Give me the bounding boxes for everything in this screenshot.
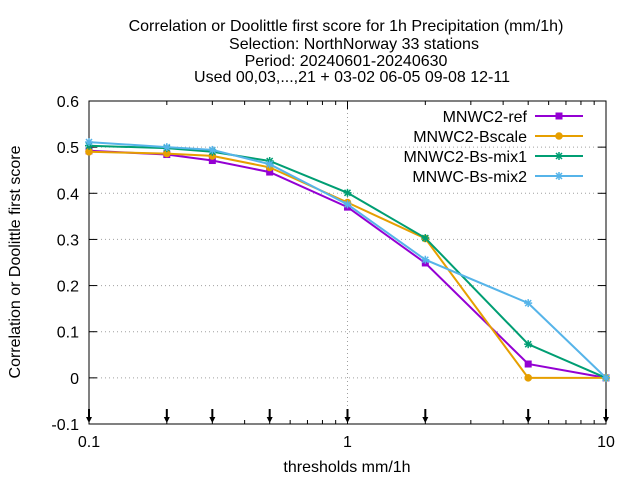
series-group (85, 138, 610, 382)
y-tick-label: -0.1 (51, 417, 79, 434)
data-point-mnwc-bs-mix2 (524, 299, 533, 308)
legend-marker-mnwc2-bscale (555, 132, 563, 140)
data-point-mnwc-bs-mix2 (162, 143, 171, 152)
legend-label-mnwc2-bs-mix1: MNWC2-Bs-mix1 (403, 149, 527, 166)
legend-marker-mnwc2-bscale-shape (555, 132, 563, 140)
threshold-marker-head (603, 417, 609, 423)
data-point-mnwc-bs-mix2 (85, 138, 93, 147)
threshold-marker-head (163, 417, 170, 423)
data-point-mnwc-bs-mix2-shape (85, 138, 93, 146)
data-point-mnwc-bs-mix2-shape (421, 256, 429, 264)
chart-title: Correlation or Doolittle first score for… (129, 18, 564, 86)
legend-entry-mnwc2-bscale: MNWC2-Bscale (413, 129, 583, 146)
y-tick-label: 0.2 (57, 279, 79, 296)
series-line-mnwc-bs-mix2 (88, 141, 607, 379)
data-point-mnwc2-bs-mix1-shape (343, 189, 352, 197)
data-point-mnwc-bs-mix2-shape (266, 160, 274, 168)
data-point-mnwc-bs-mix2 (602, 373, 610, 382)
series-line-mnwc2-ref (88, 149, 607, 379)
y-tick-label: 0.1 (57, 325, 79, 342)
y-tick-label: 0.5 (57, 140, 79, 157)
chart-title-line-2: Selection: NorthNorway 33 stations (229, 36, 479, 53)
y-tick-label: 0.3 (57, 232, 79, 249)
data-point-mnwc2-bscale (163, 149, 171, 158)
x-axis-label: thresholds mm/1h (283, 459, 410, 476)
legend-label-mnwc-bs-mix2: MNWC-Bs-mix2 (412, 169, 527, 186)
data-point-mnwc-bs-mix2-shape (602, 374, 610, 382)
data-point-mnwc2-bs-mix1-shape (421, 234, 429, 242)
ticks: -0.1 0 0.1 0.2 0.3 0.4 0.5 0.6 0.1 1 10 (51, 94, 615, 451)
threshold-marker-head (266, 417, 273, 423)
y-tick-label: 0.6 (57, 94, 79, 111)
data-point-mnwc-bs-mix2-shape (208, 146, 216, 154)
data-point-mnwc2-ref (208, 157, 216, 165)
legend-label-mnwc2-ref: MNWC2-ref (443, 109, 528, 126)
legend-marker-mnwc2-ref-shape (555, 112, 563, 120)
data-point-mnwc-bs-mix2-shape (343, 200, 352, 208)
data-point-mnwc2-bscale-shape (85, 147, 93, 156)
legend-entry-mnwc2-bs-mix1: MNWC2-Bs-mix1 (403, 149, 583, 166)
data-point-mnwc2-ref-shape (266, 168, 274, 176)
chart-title-line-1: Correlation or Doolittle first score for… (129, 18, 564, 35)
legend-marker-mnwc2-bs-mix1 (555, 152, 563, 160)
legend-marker-mnwc-bs-mix2-shape (555, 172, 563, 180)
data-point-mnwc2-bscale (85, 147, 93, 156)
legend-marker-mnwc2-ref (555, 112, 563, 120)
data-point-mnwc-bs-mix2-shape (163, 143, 171, 151)
threshold-marker-head (525, 417, 532, 423)
chart-title-line-3: Period: 20240601-20240630 (245, 53, 448, 70)
x-tick-label: 10 (597, 434, 615, 451)
data-point-mnwc2-bscale-shape (524, 374, 532, 382)
data-point-mnwc2-ref (524, 360, 532, 368)
threshold-markers (86, 409, 609, 423)
data-point-mnwc2-ref-shape (524, 360, 532, 368)
y-tick-label: 0.4 (57, 186, 79, 203)
series-line-mnwc2-bs-mix1 (88, 144, 607, 379)
data-point-mnwc-bs-mix2 (265, 160, 274, 169)
data-point-mnwc2-bs-mix1 (524, 340, 533, 349)
legend-marker-mnwc-bs-mix2 (555, 172, 563, 180)
data-point-mnwc2-bscale-shape (163, 149, 171, 158)
legend-label-mnwc2-bscale: MNWC2-Bscale (413, 129, 527, 146)
legend-entry-mnwc2-ref: MNWC2-ref (443, 109, 583, 126)
threshold-marker-head (86, 417, 92, 423)
x-tick-label: 1 (343, 434, 352, 451)
threshold-marker-head (344, 417, 351, 423)
threshold-marker-head (209, 417, 216, 423)
chart-title-line-4: Used 00,03,...,21 + 03-02 06-05 09-08 12… (194, 69, 510, 86)
data-point-mnwc2-bs-mix1 (343, 188, 352, 197)
y-axis-label: Correlation or Doolittle first score (7, 145, 24, 378)
data-point-mnwc2-ref-shape (208, 157, 216, 165)
legend: MNWC2-ref MNWC2-Bscale MNWC2-Bs-mix1 MNWC-B… (403, 109, 583, 186)
legend-marker-mnwc2-bs-mix1-shape (555, 152, 563, 160)
data-point-mnwc-bs-mix2-shape (524, 299, 532, 307)
legend-entry-mnwc-bs-mix2: MNWC-Bs-mix2 (412, 169, 583, 186)
data-point-mnwc2-ref (266, 168, 274, 176)
data-point-mnwc-bs-mix2 (208, 145, 217, 154)
data-point-mnwc-bs-mix2 (343, 200, 352, 209)
data-point-mnwc2-bs-mix1 (421, 234, 430, 243)
data-point-mnwc-bs-mix2 (421, 255, 430, 264)
series-mnwc-bs-mix2 (85, 138, 610, 382)
x-tick-label: 0.1 (78, 434, 100, 451)
data-point-mnwc2-bs-mix1-shape (524, 340, 532, 348)
threshold-marker-head (422, 417, 429, 423)
data-point-mnwc2-bscale (524, 374, 532, 382)
y-tick-label: 0 (70, 371, 79, 388)
